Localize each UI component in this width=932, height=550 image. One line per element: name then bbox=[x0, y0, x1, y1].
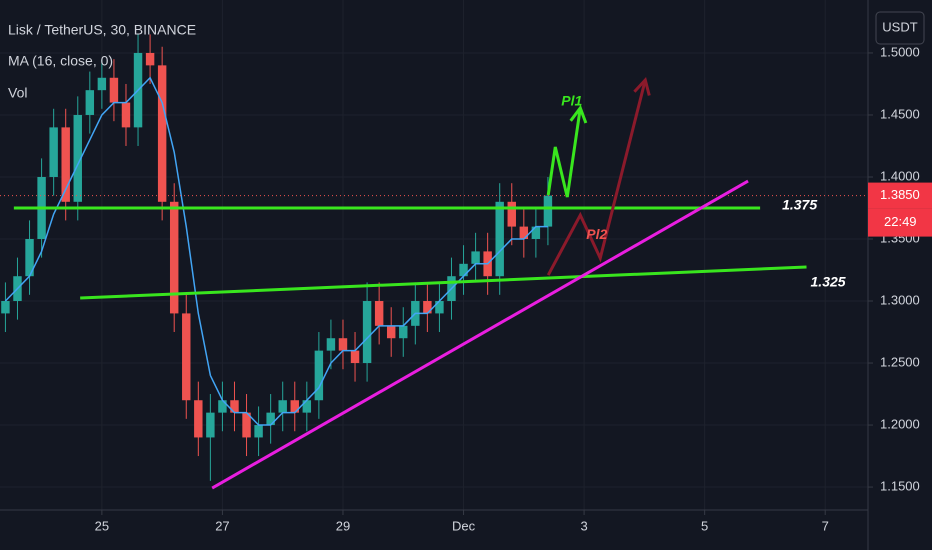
drawing-line bbox=[546, 79, 647, 276]
candle-body bbox=[543, 195, 553, 227]
candle-body bbox=[73, 114, 82, 202]
volume-label: Vol bbox=[8, 85, 27, 101]
drawing-line bbox=[80, 265, 807, 300]
drawing-label: Pl2 bbox=[586, 226, 607, 242]
candle-body bbox=[507, 201, 516, 227]
currency: USDT bbox=[882, 19, 917, 34]
drawing-label: Pl1 bbox=[561, 93, 582, 109]
currency-box[interactable] bbox=[875, 11, 925, 45]
arrow-head bbox=[633, 76, 651, 96]
indicator-label: MA (16, close, 0) bbox=[8, 53, 113, 69]
candle-body bbox=[109, 77, 119, 103]
candle-body bbox=[362, 301, 372, 364]
y-tick-label: 1.5000 bbox=[880, 44, 920, 59]
candle-body bbox=[374, 301, 384, 326]
candle-body bbox=[266, 412, 275, 426]
candle-body bbox=[194, 400, 203, 438]
x-tick-label: 3 bbox=[580, 518, 587, 533]
candle-body bbox=[182, 313, 191, 401]
candle-body bbox=[435, 301, 444, 314]
x-tick-label: 29 bbox=[336, 518, 350, 533]
candle-body bbox=[145, 52, 155, 66]
candle-body bbox=[61, 127, 70, 202]
y-tick-label: 1.1500 bbox=[880, 478, 920, 493]
x-tick-label: 25 bbox=[95, 518, 109, 533]
countdown: 22:49 bbox=[884, 214, 917, 229]
y-tick-label: 1.3000 bbox=[880, 292, 920, 307]
arrow-head bbox=[569, 104, 588, 124]
drawing-label: 1.375 bbox=[782, 197, 817, 213]
candle-body bbox=[157, 65, 167, 202]
plot-area: 1.375 1.325 Pl1 Pl2 bbox=[0, 0, 868, 510]
y-tick-label: 1.2500 bbox=[880, 354, 920, 369]
candle-body bbox=[254, 425, 263, 438]
last-price-box bbox=[868, 182, 932, 209]
candle-body bbox=[290, 400, 299, 413]
y-tick-label: 1.4000 bbox=[880, 168, 920, 183]
candle-body bbox=[169, 201, 179, 314]
drawing-label: 1.325 bbox=[811, 274, 846, 290]
candle-body bbox=[206, 412, 215, 438]
x-tick-label: 7 bbox=[822, 518, 829, 533]
countdown-box bbox=[868, 208, 932, 237]
chart-title: Lisk / TetherUS, 30, BINANCE bbox=[8, 22, 196, 38]
drawing-line bbox=[546, 107, 582, 198]
candle-body bbox=[471, 251, 480, 264]
y-tick-label: 1.2000 bbox=[880, 416, 920, 431]
candle-body bbox=[350, 350, 360, 364]
candle-body bbox=[338, 338, 348, 351]
candle-body bbox=[326, 338, 336, 351]
candle-body bbox=[302, 400, 312, 413]
candle-body bbox=[519, 226, 529, 240]
x-tick-label: Dec bbox=[452, 518, 476, 533]
candle-body bbox=[97, 77, 107, 91]
candle-body bbox=[531, 226, 541, 240]
y-tick-label: 1.4500 bbox=[880, 106, 920, 121]
candle-body bbox=[242, 412, 251, 438]
x-tick-label: 5 bbox=[701, 518, 708, 533]
candle-body bbox=[399, 325, 408, 339]
candle-body bbox=[314, 350, 324, 401]
last-price-label: 1.3850 bbox=[880, 187, 920, 202]
candle-body bbox=[423, 301, 432, 314]
x-tick-label: 27 bbox=[215, 518, 229, 533]
candle-body bbox=[218, 400, 227, 413]
candle-body bbox=[278, 400, 287, 413]
candle-body bbox=[85, 90, 95, 115]
candle-body bbox=[1, 301, 10, 314]
candle-body bbox=[459, 263, 468, 277]
candle-body bbox=[121, 102, 131, 128]
drawing-line bbox=[211, 179, 749, 490]
candle-body bbox=[25, 239, 34, 277]
candle-body bbox=[495, 201, 504, 277]
candle-body bbox=[49, 127, 58, 177]
candle-body bbox=[386, 325, 396, 339]
candle-body bbox=[230, 400, 239, 413]
